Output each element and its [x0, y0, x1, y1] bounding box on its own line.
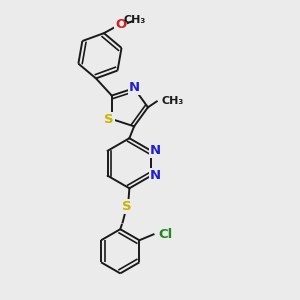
Text: N: N — [129, 81, 140, 94]
Text: CH₃: CH₃ — [162, 96, 184, 106]
Text: S: S — [122, 200, 132, 213]
Text: N: N — [150, 144, 161, 157]
Text: Cl: Cl — [158, 228, 172, 241]
Text: S: S — [104, 112, 114, 126]
Text: CH₃: CH₃ — [124, 16, 146, 26]
Text: N: N — [150, 169, 161, 182]
Text: O: O — [115, 17, 126, 31]
